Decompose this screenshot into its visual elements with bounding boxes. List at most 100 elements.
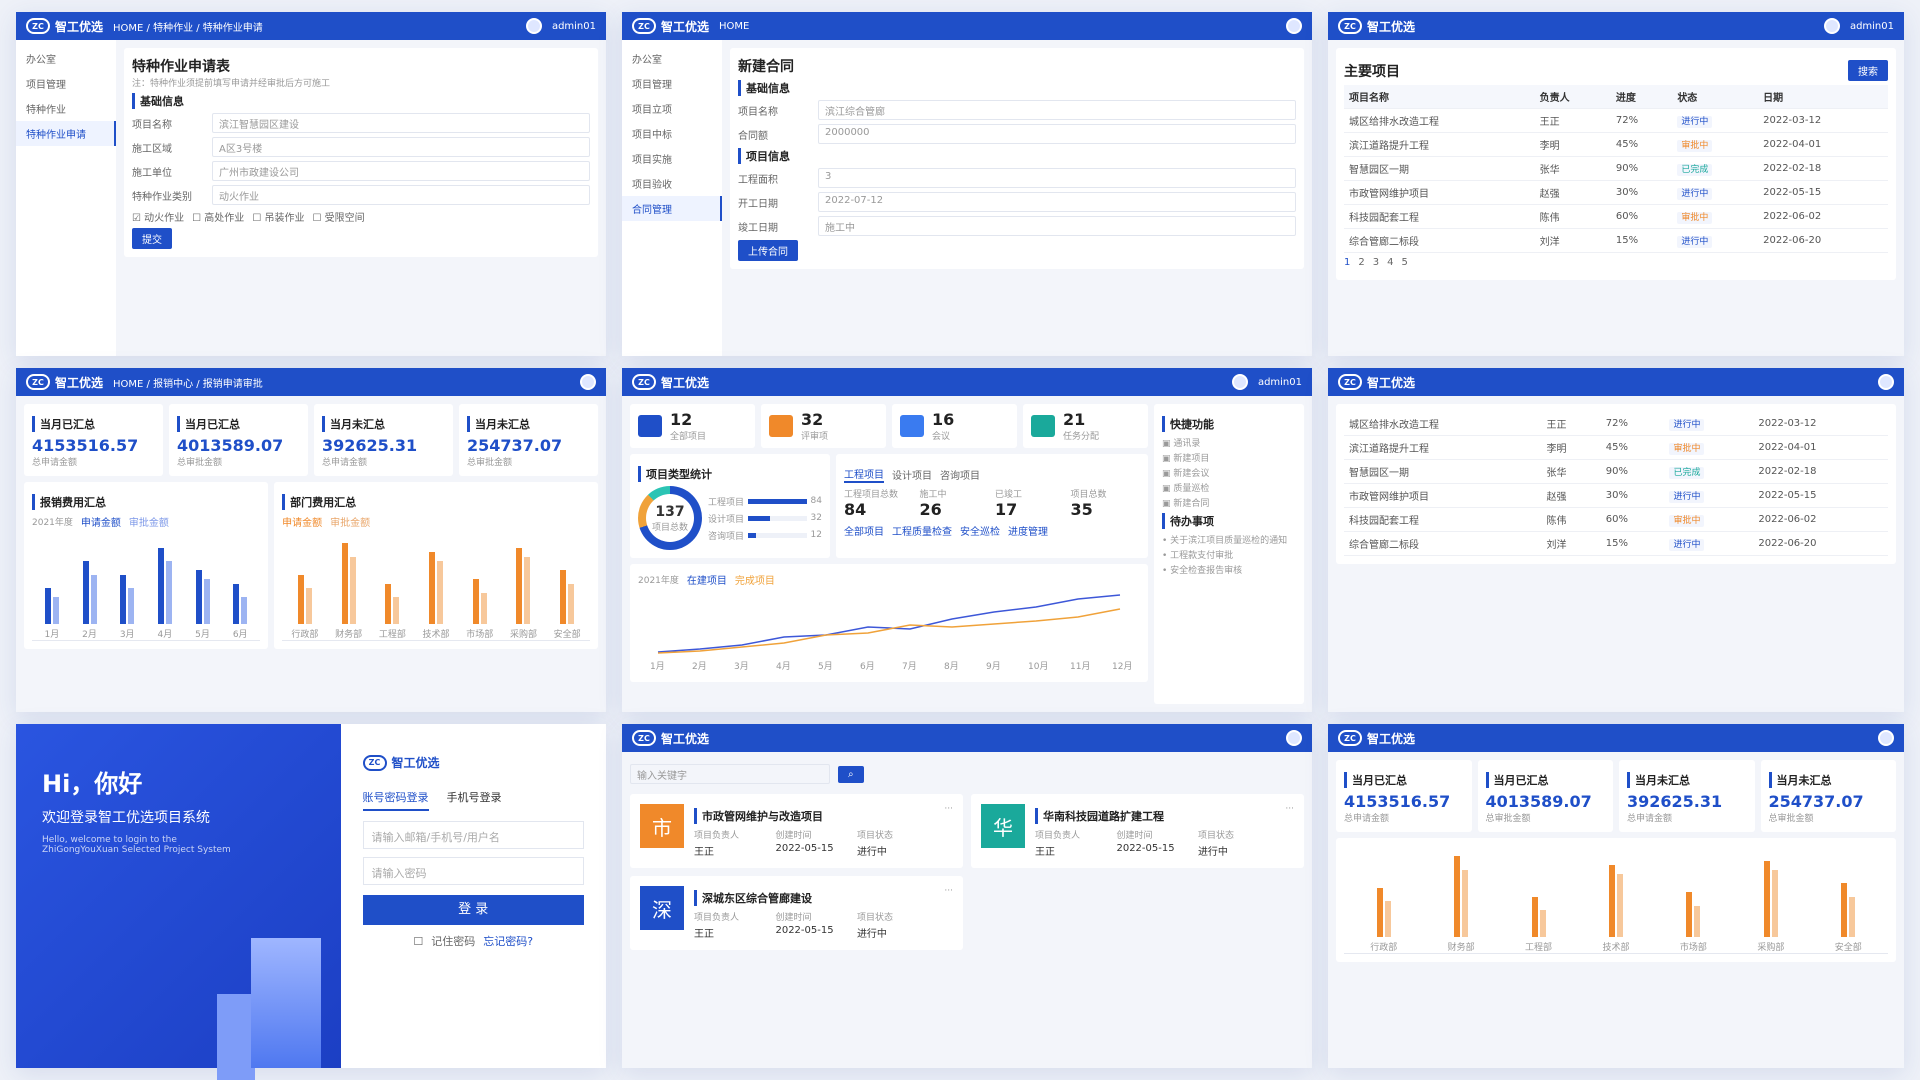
quick-link[interactable]: 全部项目 (844, 527, 884, 538)
tick-label: 采购部 (1757, 943, 1785, 953)
engineering-card: 工程项目 设计项目 咨询项目 工程项目总数 84 施工中 26 已竣工 17 项目总数 35 全部… (836, 454, 1148, 558)
table-cell: 王正 (1541, 412, 1601, 436)
todo-item[interactable]: • 关于滨江项目质量巡检的通知 (1162, 536, 1288, 546)
type-bar-value: 84 (810, 496, 822, 506)
search-icon[interactable]: ⌕ (838, 765, 864, 783)
sidebar-item[interactable]: 合同管理 (622, 196, 722, 221)
quick-function[interactable]: ▣ 新建会议 (1162, 469, 1210, 479)
field-input[interactable]: 广州市政建设公司 (212, 161, 590, 181)
logo: ZC 智工优选 (26, 18, 103, 35)
quick-function[interactable]: ▣ 通讯录 (1162, 439, 1201, 449)
checkbox-option[interactable]: ☐ 高处作业 (192, 213, 245, 224)
upload-contract-button[interactable]: 上传合同 (738, 240, 798, 261)
quick-function[interactable]: ▣ 质量巡检 (1162, 484, 1210, 494)
sidebar-item[interactable]: 特种作业申请 (16, 121, 116, 146)
quick-link[interactable]: 工程质量检查 (892, 527, 952, 538)
avatar[interactable] (1286, 730, 1302, 746)
tick-label: 安全部 (1834, 943, 1862, 953)
bar-category: 1月 (44, 588, 59, 640)
more-icon[interactable]: ··· (944, 804, 953, 814)
page-title: 主要项目 (1344, 63, 1400, 80)
page-button[interactable]: 1 (1344, 257, 1351, 268)
quick-link[interactable]: 进度管理 (1008, 527, 1048, 538)
project-card[interactable]: 市市政管网维护与改造项目 项目负责人 王正 创建时间 2022-05-15 项目状态 进行中… (630, 794, 963, 868)
todo-item[interactable]: • 安全检查报告审核 (1162, 566, 1243, 576)
kpi-icon (1031, 415, 1055, 437)
project-card[interactable]: 深深城东区综合管廊建设 项目负责人 王正 创建时间 2022-05-15 项目状态 进行中 ·… (630, 876, 963, 950)
field-input[interactable]: 2022-07-12 (818, 192, 1296, 212)
field-input[interactable]: 施工中 (818, 216, 1296, 236)
stat-sub: 总申请金额 (1627, 814, 1673, 824)
bar (429, 552, 436, 624)
sidebar-item[interactable]: 项目管理 (632, 80, 672, 91)
avatar[interactable] (1286, 18, 1302, 34)
tick-label: 市场部 (1679, 943, 1707, 953)
checkbox-option[interactable]: ☐ 吊装作业 (252, 213, 305, 224)
avatar[interactable] (525, 18, 542, 34)
breadcrumb[interactable]: HOME / 报销中心 / 报销申请审批 (113, 378, 263, 390)
forgot-password-link[interactable]: 忘记密码? (483, 935, 534, 948)
avatar[interactable] (1823, 18, 1840, 34)
submit-button[interactable]: 提交 (132, 228, 172, 249)
stat-label: 当月未汇总 (467, 416, 590, 432)
avatar[interactable] (1231, 374, 1248, 390)
tab-account-login[interactable]: 账号密码登录 (362, 789, 429, 811)
field-input[interactable]: 3 (818, 168, 1296, 188)
logo: ZC 智工优选 (1338, 374, 1415, 391)
year-select[interactable]: 2021年度 (638, 576, 679, 586)
remember-checkbox[interactable]: ☐ (413, 934, 424, 948)
logo: ZC 智工优选 (1338, 18, 1415, 35)
field-input[interactable]: 动火作业 (212, 185, 590, 205)
more-icon[interactable]: ··· (1285, 804, 1294, 814)
login-button[interactable]: 登 录 (362, 895, 584, 925)
page-button[interactable]: 3 (1372, 257, 1380, 268)
checkbox-option[interactable]: ☐ 受限空间 (312, 213, 365, 224)
todo-item[interactable]: • 工程款支付审批 (1162, 551, 1234, 561)
tab-1[interactable]: 设计项目 (892, 471, 932, 482)
sidebar-item[interactable]: 办公室 (632, 55, 662, 66)
avatar[interactable] (580, 374, 596, 390)
sidebar-item[interactable]: 项目中标 (632, 130, 672, 141)
bar-group (516, 547, 531, 624)
field-label: 施工区域 (132, 143, 172, 155)
bar (1849, 896, 1856, 937)
field-input[interactable]: 滨江综合管廊 (818, 100, 1296, 120)
page-button[interactable]: 4 (1387, 257, 1394, 268)
sidebar-item[interactable]: 项目立项 (632, 105, 672, 116)
tab-2[interactable]: 咨询项目 (940, 471, 980, 482)
more-icon[interactable]: ··· (944, 886, 953, 896)
field-input[interactable]: A区3号楼 (212, 137, 590, 157)
year-select[interactable]: 2021年度 (32, 518, 73, 528)
avatar[interactable] (1878, 730, 1894, 746)
sidebar-item[interactable]: 特种作业 (26, 105, 66, 116)
type-bar-label: 设计项目 (708, 514, 745, 525)
quick-function[interactable]: ▣ 新建合同 (1162, 499, 1210, 509)
table-cell: 45% (1610, 132, 1673, 157)
tab-0[interactable]: 工程项目 (844, 466, 884, 483)
metric-label: 项目总数 (1070, 490, 1107, 500)
user-name[interactable]: admin01 (1849, 20, 1894, 32)
sidebar-item[interactable]: 办公室 (26, 55, 56, 66)
greeting: Hi，你好 (42, 770, 143, 798)
page-button[interactable]: 2 (1358, 257, 1365, 268)
home-link[interactable]: HOME (719, 20, 750, 32)
username-input[interactable]: 请输入邮箱/手机号/用户名 (362, 821, 584, 849)
sidebar-item[interactable]: 项目实施 (632, 155, 672, 166)
breadcrumb[interactable]: HOME / 特种作业 / 特种作业申请 (113, 22, 263, 34)
search-button[interactable]: 搜索 (1848, 60, 1888, 81)
field-input[interactable]: 2000000 (818, 124, 1296, 144)
field-input[interactable]: 滨江智慧园区建设 (212, 113, 590, 133)
project-card[interactable]: 华华南科技园道路扩建工程 项目负责人 王正 创建时间 2022-05-15 项目状态 进行中… (971, 794, 1304, 868)
quick-function[interactable]: ▣ 新建项目 (1162, 454, 1210, 464)
sidebar-item[interactable]: 项目管理 (26, 80, 66, 91)
sidebar-item[interactable]: 项目验收 (632, 180, 672, 191)
checkbox-option[interactable]: ☑ 动火作业 (132, 213, 185, 224)
avatar[interactable] (1878, 374, 1894, 390)
page-button[interactable]: 5 (1401, 257, 1408, 268)
quick-link[interactable]: 安全巡检 (960, 527, 1000, 538)
search-input[interactable]: 输入关键字 (630, 764, 830, 784)
user-name[interactable]: admin01 (1257, 376, 1302, 388)
user-name[interactable]: admin01 (551, 20, 596, 32)
tab-phone-login[interactable]: 手机号登录 (446, 791, 502, 804)
password-input[interactable]: 请输入密码 (362, 857, 584, 885)
